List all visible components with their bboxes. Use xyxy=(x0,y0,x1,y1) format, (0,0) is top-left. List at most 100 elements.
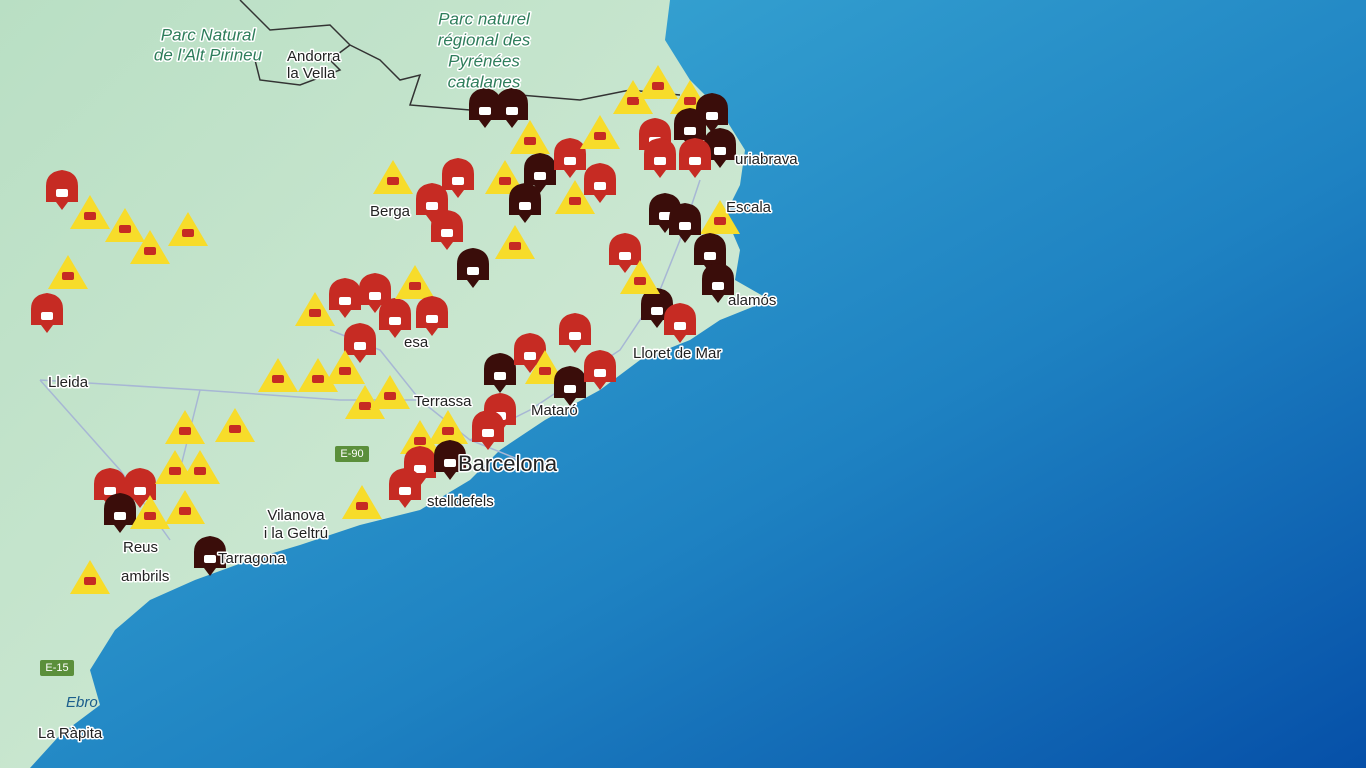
marker-icon xyxy=(627,97,639,105)
marker-shop xyxy=(379,298,411,338)
marker-farm xyxy=(613,80,653,114)
marker-farm xyxy=(70,195,110,229)
marker-farm xyxy=(215,408,255,442)
marker-farm xyxy=(345,385,385,419)
marker-farm xyxy=(370,375,410,409)
marker-icon xyxy=(144,247,156,255)
place-label: Andorra xyxy=(287,48,341,65)
place-label: ambrils xyxy=(121,568,169,585)
marker-icon xyxy=(509,242,521,250)
place-label: esa xyxy=(404,334,429,351)
marker-icon xyxy=(62,272,74,280)
marker-icon xyxy=(679,222,691,230)
marker-icon xyxy=(714,217,726,225)
marker-farm xyxy=(342,485,382,519)
marker-shop xyxy=(664,303,696,343)
marker-icon xyxy=(524,137,536,145)
marker-icon xyxy=(674,322,686,330)
place-label: Lloret de Mar xyxy=(633,345,721,362)
marker-icon xyxy=(564,157,576,165)
marker-farm xyxy=(495,225,535,259)
marker-shop xyxy=(609,233,641,273)
marker-farm xyxy=(258,358,298,392)
marker-icon xyxy=(452,177,464,185)
marker-farm xyxy=(485,160,525,194)
marker-icon xyxy=(84,577,96,585)
marker-shop xyxy=(344,323,376,363)
marker-farm xyxy=(295,292,335,326)
marker-icon xyxy=(144,512,156,520)
marker-icon xyxy=(569,197,581,205)
marker-restaurant xyxy=(554,366,586,406)
place-label: Reus xyxy=(123,539,158,556)
marker-icon xyxy=(309,309,321,317)
place-label: Parc Natural xyxy=(161,25,257,44)
marker-farm xyxy=(130,495,170,529)
marker-restaurant xyxy=(469,88,501,128)
marker-icon xyxy=(272,375,284,383)
marker-icon xyxy=(312,375,324,383)
place-label: Terrassa xyxy=(414,393,472,410)
marker-restaurant xyxy=(104,493,136,533)
marker-icon xyxy=(564,385,576,393)
marker-icon xyxy=(519,202,531,210)
marker-restaurant xyxy=(704,128,736,168)
marker-icon xyxy=(654,157,666,165)
marker-icon xyxy=(414,437,426,445)
marker-icon xyxy=(204,555,216,563)
marker-icon xyxy=(194,467,206,475)
marker-icon xyxy=(426,202,438,210)
marker-icon xyxy=(169,467,181,475)
marker-icon xyxy=(482,429,494,437)
marker-restaurant xyxy=(702,263,734,303)
place-label: alamós xyxy=(728,292,776,309)
marker-restaurant xyxy=(674,108,706,148)
marker-icon xyxy=(387,177,399,185)
marker-restaurant xyxy=(496,88,528,128)
place-label: Ebro xyxy=(66,694,98,711)
marker-shop xyxy=(329,278,361,318)
marker-icon xyxy=(442,427,454,435)
marker-icon xyxy=(704,252,716,260)
marker-shop xyxy=(644,138,676,178)
marker-icon xyxy=(712,282,724,290)
marker-shop xyxy=(472,410,504,450)
marker-restaurant xyxy=(524,153,556,193)
place-label: de l'Alt Pirineu xyxy=(154,45,263,64)
marker-shop xyxy=(31,293,63,333)
marker-shop xyxy=(431,210,463,250)
marker-icon xyxy=(494,372,506,380)
marker-icon xyxy=(182,229,194,237)
marker-shop xyxy=(584,350,616,390)
marker-icon xyxy=(134,487,146,495)
place-label: E-15 xyxy=(45,662,68,674)
place-label: Barcelona xyxy=(458,451,558,476)
marker-icon xyxy=(229,425,241,433)
marker-farm xyxy=(48,255,88,289)
marker-farm xyxy=(525,350,565,384)
marker-icon xyxy=(84,212,96,220)
marker-icon xyxy=(56,189,68,197)
marker-restaurant xyxy=(484,353,516,393)
marker-farm xyxy=(510,120,550,154)
marker-icon xyxy=(594,182,606,190)
marker-shop xyxy=(584,163,616,203)
marker-icon xyxy=(369,292,381,300)
marker-icon xyxy=(359,402,371,410)
place-label: Pyrénées xyxy=(448,51,520,70)
marker-farm xyxy=(70,560,110,594)
marker-icon xyxy=(426,315,438,323)
marker-icon xyxy=(659,212,671,220)
marker-icon xyxy=(524,352,536,360)
road-shield xyxy=(40,660,74,676)
road-shield xyxy=(335,446,369,462)
marker-icon xyxy=(119,225,131,233)
place-label: i la Geltrú xyxy=(264,525,328,542)
place-label: Tarragona xyxy=(218,550,286,567)
marker-icon xyxy=(104,487,116,495)
marker-farm xyxy=(400,420,440,454)
marker-farm xyxy=(168,212,208,246)
marker-icon xyxy=(652,82,664,90)
